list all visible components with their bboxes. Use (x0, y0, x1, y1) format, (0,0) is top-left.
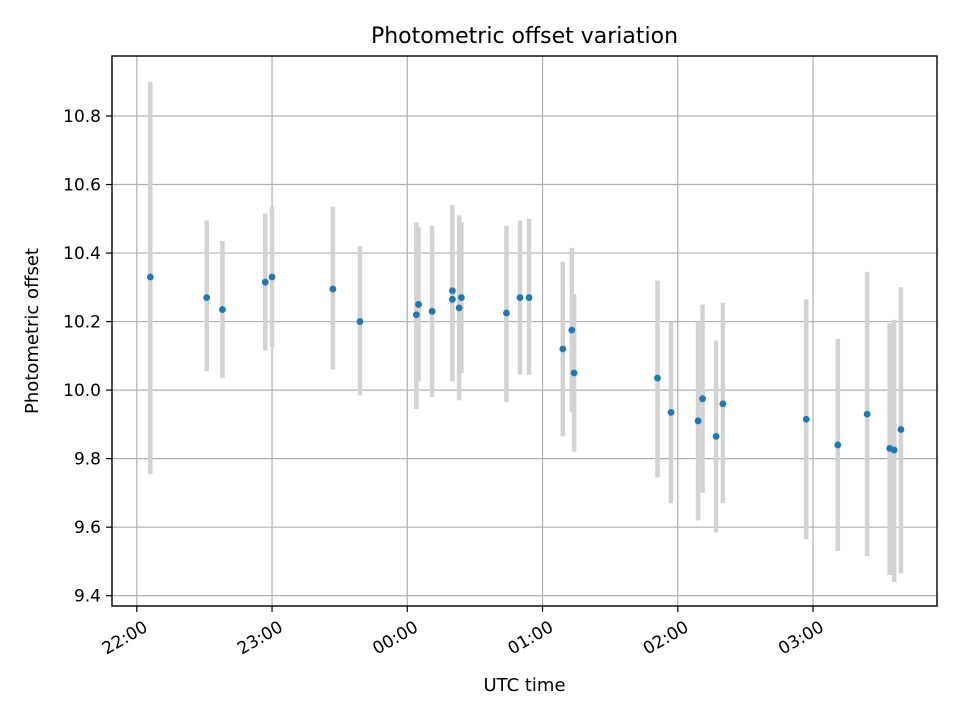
chart-title: Photometric offset variation (371, 24, 678, 49)
data-point (516, 294, 524, 301)
data-point (448, 295, 456, 303)
plot-frame (111, 55, 938, 607)
y-tick-label: 10.8 (63, 107, 101, 127)
data-point (863, 410, 871, 418)
data-point (268, 273, 276, 281)
data-point (329, 285, 337, 293)
y-tick-label: 9.4 (74, 587, 101, 607)
data-point (712, 432, 720, 440)
data-point (356, 318, 364, 325)
data-point (834, 441, 842, 449)
data-point (448, 287, 456, 295)
data-point (203, 294, 211, 301)
data-point (457, 294, 465, 301)
x-tick-label: 23:00 (234, 617, 286, 659)
data-points (146, 273, 905, 454)
data-point (654, 374, 661, 382)
data-point (412, 311, 420, 319)
grid (112, 56, 937, 606)
data-point (699, 395, 706, 403)
data-point (428, 307, 436, 315)
data-point (890, 446, 898, 454)
data-point (503, 309, 510, 317)
y-axis-ticks: 9.4 9.6 9.8 10.0 10.2 10.4 10.6 10.8 (63, 107, 112, 607)
x-tick-label: 02:00 (640, 617, 692, 659)
data-point (667, 408, 675, 416)
y-tick-label: 10.6 (63, 176, 101, 196)
x-tick-label: 00:00 (369, 617, 421, 659)
y-axis-label: Photometric offset (22, 248, 43, 414)
x-axis-label: UTC time (483, 675, 565, 696)
x-tick-label: 03:00 (775, 617, 827, 659)
data-point (559, 345, 567, 353)
data-point (570, 369, 578, 377)
data-point (694, 417, 702, 425)
y-tick-label: 9.6 (74, 518, 101, 538)
y-tick-label: 9.8 (74, 450, 101, 470)
data-point (568, 326, 576, 334)
x-tick-label: 01:00 (505, 617, 557, 659)
data-point (261, 278, 269, 286)
data-point (802, 415, 810, 423)
y-tick-label: 10.4 (63, 244, 101, 264)
y-tick-label: 10.2 (63, 313, 101, 333)
data-point (525, 294, 533, 301)
data-point (455, 304, 463, 312)
data-point (415, 301, 422, 308)
data-point (897, 426, 905, 433)
data-point (719, 400, 727, 408)
y-tick-label: 10.0 (63, 381, 101, 401)
x-tick-label: 22:00 (99, 617, 151, 659)
data-point (146, 273, 154, 281)
error-bars (148, 81, 904, 583)
x-axis-ticks: 22:00 23:00 00:00 01:00 02:00 03:00 (99, 606, 828, 659)
data-point (219, 306, 226, 313)
